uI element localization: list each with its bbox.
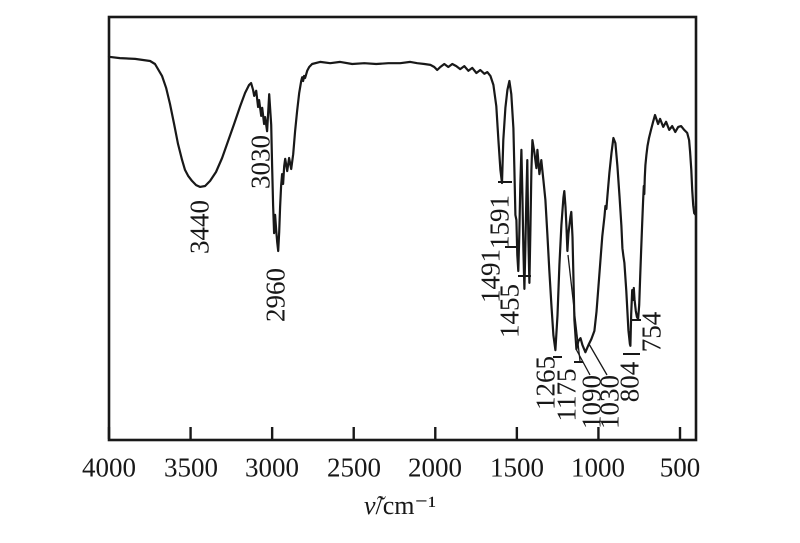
x-axis-title-symbol: ν̃ xyxy=(363,491,376,520)
peak-label-3440: 3440 xyxy=(184,200,215,254)
peak-label-1591: 1591 xyxy=(484,195,515,249)
x-tick-label-2000: 2000 xyxy=(408,452,462,483)
x-tick-label-3000: 3000 xyxy=(245,452,299,483)
x-tick-label-500: 500 xyxy=(659,452,701,483)
peak-label-1455: 1455 xyxy=(494,284,525,338)
x-tick-label-2500: 2500 xyxy=(327,452,381,483)
peak-label-2960: 2960 xyxy=(260,268,291,322)
x-tick-label-1500: 1500 xyxy=(490,452,544,483)
x-tick-label-1000: 1000 xyxy=(571,452,625,483)
x-axis-title-unit: /cm⁻¹ xyxy=(375,491,437,520)
spectrum-curve xyxy=(107,55,697,354)
callout-leader-1030 xyxy=(588,343,608,376)
x-axis-title: ν̃/cm⁻¹ xyxy=(364,493,436,519)
plot-border xyxy=(107,15,698,442)
peak-label-3030: 3030 xyxy=(245,135,276,189)
peak-label-804: 804 xyxy=(614,361,645,403)
callout-leader-1090 xyxy=(575,348,591,376)
peak-label-754: 754 xyxy=(636,311,667,353)
x-tick-label-3500: 3500 xyxy=(164,452,218,483)
x-tick-label-4000: 4000 xyxy=(82,452,136,483)
